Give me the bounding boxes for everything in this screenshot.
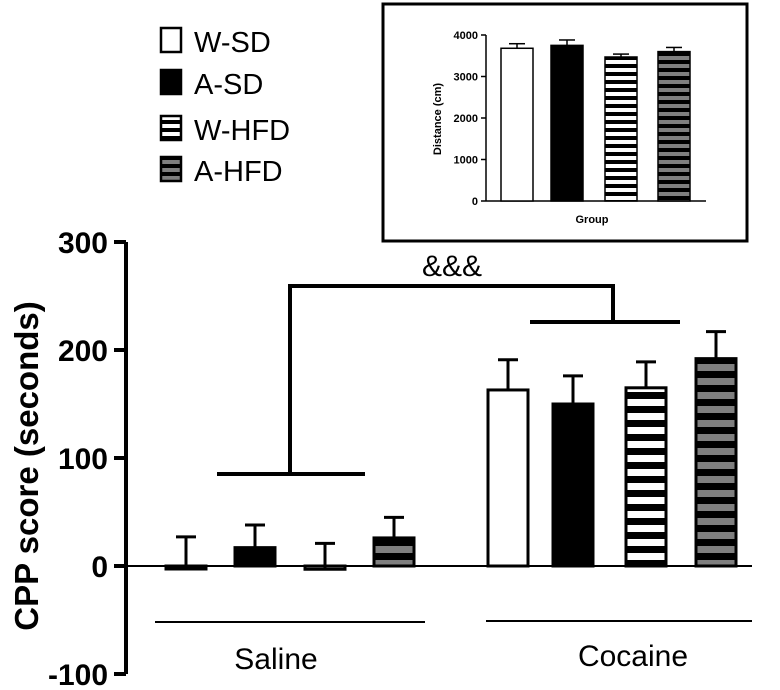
main-bars bbox=[164, 330, 738, 571]
bar-a-hfd-cocaine bbox=[694, 357, 738, 568]
legend-swatch-a-sd bbox=[159, 68, 183, 96]
bar-w-sd-cocaine bbox=[486, 388, 530, 568]
group-underlines bbox=[155, 620, 752, 623]
bar-a-sd-saline bbox=[233, 546, 277, 568]
inset-x-axis-label: Group bbox=[576, 214, 609, 226]
significance-marker: &&& bbox=[422, 250, 482, 283]
group-label-saline: Saline bbox=[234, 643, 317, 676]
main-y-tick-label: 200 bbox=[58, 335, 108, 368]
legend: W-SD A-SD W-HFD A-HFD bbox=[159, 26, 290, 188]
inset-bar-a-sd bbox=[550, 44, 584, 202]
legend-label-a-sd: A-SD bbox=[194, 69, 263, 101]
inset-y-tick-label: 3000 bbox=[454, 72, 478, 84]
main-y-axis: 300 200 100 0 -100 bbox=[48, 227, 752, 690]
legend-label-a-hfd: A-HFD bbox=[194, 156, 283, 188]
inset-y-tick-label: 4000 bbox=[454, 30, 478, 42]
inset-y-tick-label: 0 bbox=[472, 196, 478, 208]
inset-bar-w-hfd bbox=[604, 56, 638, 202]
bar-a-hfd-saline bbox=[372, 536, 416, 568]
main-y-tick-label: 100 bbox=[58, 443, 108, 476]
main-y-axis-label: CPP score (seconds) bbox=[8, 301, 45, 631]
legend-label-w-hfd: W-HFD bbox=[194, 115, 290, 147]
main-y-tick-label: 300 bbox=[58, 227, 108, 260]
legend-swatch-a-hfd bbox=[159, 155, 183, 183]
connector-bracket bbox=[288, 284, 615, 474]
bar-a-sd-cocaine bbox=[551, 402, 595, 568]
significance-bracket bbox=[217, 284, 680, 476]
inset-y-tick-label: 2000 bbox=[454, 113, 478, 125]
bar-w-hfd-cocaine bbox=[624, 386, 668, 568]
inset-bars bbox=[500, 39, 691, 202]
group-label-cocaine: Cocaine bbox=[578, 640, 688, 673]
inset-y-axis-label: Distance (cm) bbox=[432, 83, 444, 155]
main-y-tick-label: -100 bbox=[48, 659, 108, 690]
main-y-tick-label: 0 bbox=[91, 551, 108, 584]
legend-label-w-sd: W-SD bbox=[194, 27, 271, 59]
inset-bar-w-sd bbox=[500, 47, 534, 202]
legend-swatch-w-sd bbox=[159, 26, 183, 54]
inset-y-tick-label: 1000 bbox=[454, 155, 478, 167]
legend-swatch-w-hfd bbox=[159, 114, 183, 142]
inset-bar-a-hfd bbox=[657, 50, 691, 202]
